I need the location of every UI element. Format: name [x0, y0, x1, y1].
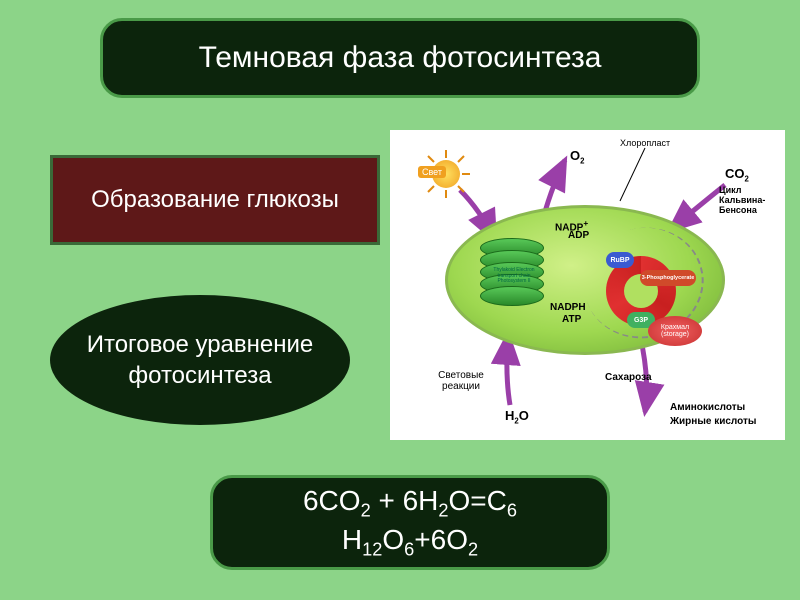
glucose-box: Образование глюкозы — [50, 155, 380, 245]
lbl-lightreac: Световые реакции — [426, 370, 496, 392]
starch-label-2: (storage) — [661, 331, 689, 338]
title-box: Темновая фаза фотосинтеза — [100, 18, 700, 98]
lbl-amino: Аминокислоты — [670, 402, 745, 413]
lbl-atp: ATP — [562, 314, 581, 325]
equation-label-oval: Итоговое уравнение фотосинтеза — [50, 295, 350, 425]
ptr-chloroplast — [615, 146, 655, 206]
lbl-adp: ADP — [568, 230, 589, 241]
equation-text: 6CO2 + 6H2O=C6H12O6+6O2 — [303, 484, 517, 561]
thylakoid-label: Thylakoid Electron transport chain Photo… — [484, 268, 544, 285]
starch-label-1: Крахмал — [661, 324, 689, 331]
lbl-nadph: NADPH — [550, 302, 586, 313]
lbl-sucrose: Сахароза — [605, 372, 652, 383]
starch-granule: Крахмал (storage) — [648, 316, 702, 346]
lbl-o2: O2 — [570, 148, 584, 166]
lbl-h2o: H2O — [505, 408, 529, 426]
calvin-cycle: RuBP G3P 3-Phosphoglycerate — [606, 256, 676, 326]
node-rubp: RuBP — [606, 252, 634, 268]
lbl-fatty: Жирные кислоты — [670, 416, 756, 427]
node-3pg: 3-Phosphoglycerate — [640, 270, 696, 286]
title-text: Темновая фаза фотосинтеза — [199, 41, 602, 75]
lbl-co2: CO2 — [725, 166, 749, 184]
glucose-text: Образование глюкозы — [91, 186, 339, 214]
equation-box: 6CO2 + 6H2O=C6H12O6+6O2 — [210, 475, 610, 570]
chloroplast-diagram: Thylakoid Electron transport chain Photo… — [390, 130, 785, 440]
sun-label: Свет — [418, 166, 446, 178]
lbl-calvin: Цикл Кальвина-Бенсона — [719, 185, 779, 215]
equation-label-text: Итоговое уравнение фотосинтеза — [60, 329, 340, 391]
